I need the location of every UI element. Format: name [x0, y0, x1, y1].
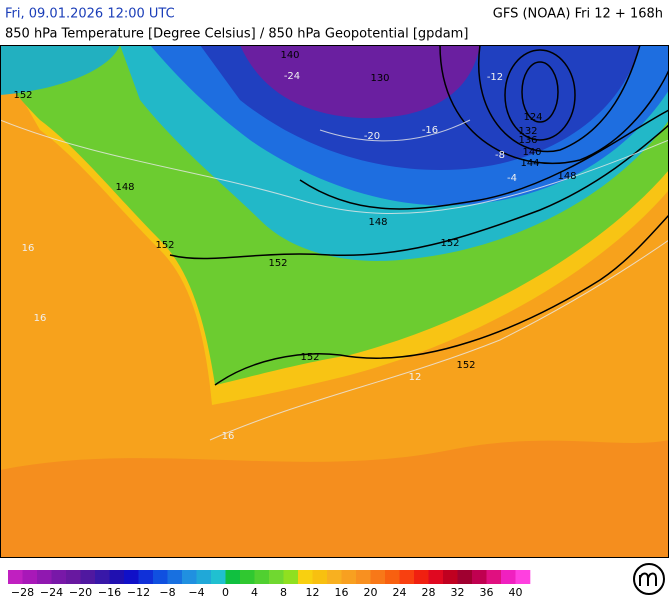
colorbar-swatch [182, 570, 197, 584]
colorbar-swatch [385, 570, 400, 584]
geopotential-label: 148 [557, 171, 576, 182]
colorbar-tick-label: 20 [364, 586, 378, 599]
colorbar-swatch [196, 570, 212, 584]
colorbar-tick-label: −12 [127, 586, 150, 599]
colorbar-swatch [501, 570, 516, 584]
colorbar-tick-label: −4 [188, 586, 204, 599]
colorbar-swatch [8, 570, 23, 584]
geopotential-label: 136 [518, 135, 537, 146]
geopotential-label: 152 [300, 352, 319, 363]
temperature-label: -24 [284, 71, 300, 82]
colorbar-tick-label: 24 [393, 586, 407, 599]
colorbar-tick-label: 4 [251, 586, 258, 599]
colorbar-swatch [109, 570, 125, 584]
colorbar-swatch [269, 570, 284, 584]
title: 850 hPa Temperature [Degree Celsius] / 8… [5, 27, 468, 42]
colorbar-swatch [211, 570, 226, 584]
temperature-label: -12 [487, 72, 503, 83]
colorbar-swatch [327, 570, 342, 584]
colorbar-swatch [414, 570, 429, 584]
geopotential-label: 152 [456, 360, 475, 371]
colorbar-swatch [341, 570, 357, 584]
colorbar-swatch [80, 570, 96, 584]
geopotential-label: 152 [155, 240, 174, 251]
colorbar-swatch [370, 570, 386, 584]
colorbar-swatch [37, 570, 52, 584]
colorbar-tick-label: −8 [159, 586, 175, 599]
temperature-label: -8 [495, 150, 505, 161]
colorbar-swatch [298, 570, 313, 584]
colorbar-swatch [443, 570, 458, 584]
temperature-label: 12 [409, 372, 422, 383]
colorbar-swatch [240, 570, 255, 584]
geopotential-label: 148 [115, 182, 134, 193]
temperature-label: -20 [364, 131, 380, 142]
colorbar-tick-label: 28 [422, 586, 436, 599]
geopotential-label: 132 [518, 126, 537, 137]
colorbar: −28 −24 −20 −16 −12 −8 −4 0 4 8 12 16 20 24 28 32 36 40 [8, 570, 531, 599]
colorbar-swatch [22, 570, 38, 584]
colorbar-swatch [486, 570, 502, 584]
colorbar-swatch [356, 570, 371, 584]
colorbar-swatch [153, 570, 168, 584]
colorbar-swatch [167, 570, 183, 584]
geopotential-label: 140 [280, 50, 299, 61]
geopotential-label: 130 [370, 73, 389, 84]
geopotential-label: 152 [268, 258, 287, 269]
colorbar-tick-label: 12 [306, 586, 320, 599]
logo [633, 563, 665, 595]
colorbar-swatch [399, 570, 415, 584]
map [0, 45, 669, 558]
temperature-label: 16 [222, 431, 235, 442]
colorbar-tick-label: −24 [40, 586, 63, 599]
colorbar-swatch [515, 570, 531, 584]
colorbar-tick-label: 8 [280, 586, 287, 599]
geopotential-label: 140 [522, 147, 541, 158]
colorbar-tick-label: 40 [509, 586, 523, 599]
datetime: Fri, 09.01.2026 12:00 UTC [5, 7, 175, 22]
geopotential-label: 124 [523, 112, 542, 123]
temperature-label: -4 [507, 173, 517, 184]
colorbar-swatch [138, 570, 154, 584]
temperature-label: 16 [34, 313, 47, 324]
colorbar-swatch [457, 570, 473, 584]
colorbar-swatch [124, 570, 139, 584]
colorbar-tick-label: −28 [11, 586, 34, 599]
geopotential-label: 152 [440, 238, 459, 249]
colorbar-swatch [472, 570, 487, 584]
colorbar-tick-label: −16 [98, 586, 121, 599]
model: GFS (NOAA) Fri 12 + 168h [493, 7, 663, 22]
colorbar-tick-label: 0 [222, 586, 229, 599]
colorbar-swatch [428, 570, 444, 584]
colorbar-swatch [225, 570, 241, 584]
temperature-label: 16 [22, 243, 35, 254]
geopotential-label: 148 [368, 217, 387, 228]
colorbar-tick-label: 32 [451, 586, 465, 599]
colorbar-swatch [254, 570, 270, 584]
colorbar-tick-label: −20 [69, 586, 92, 599]
colorbar-swatch [95, 570, 110, 584]
geopotential-label: 144 [520, 158, 539, 169]
colorbar-tick-label: 36 [480, 586, 494, 599]
colorbar-swatch [283, 570, 299, 584]
colorbar-swatch [51, 570, 67, 584]
colorbar-swatch [312, 570, 328, 584]
geopotential-label: 152 [13, 90, 32, 101]
temperature-label: -16 [422, 125, 438, 136]
colorbar-tick-label: 16 [335, 586, 349, 599]
colorbar-swatch [66, 570, 81, 584]
